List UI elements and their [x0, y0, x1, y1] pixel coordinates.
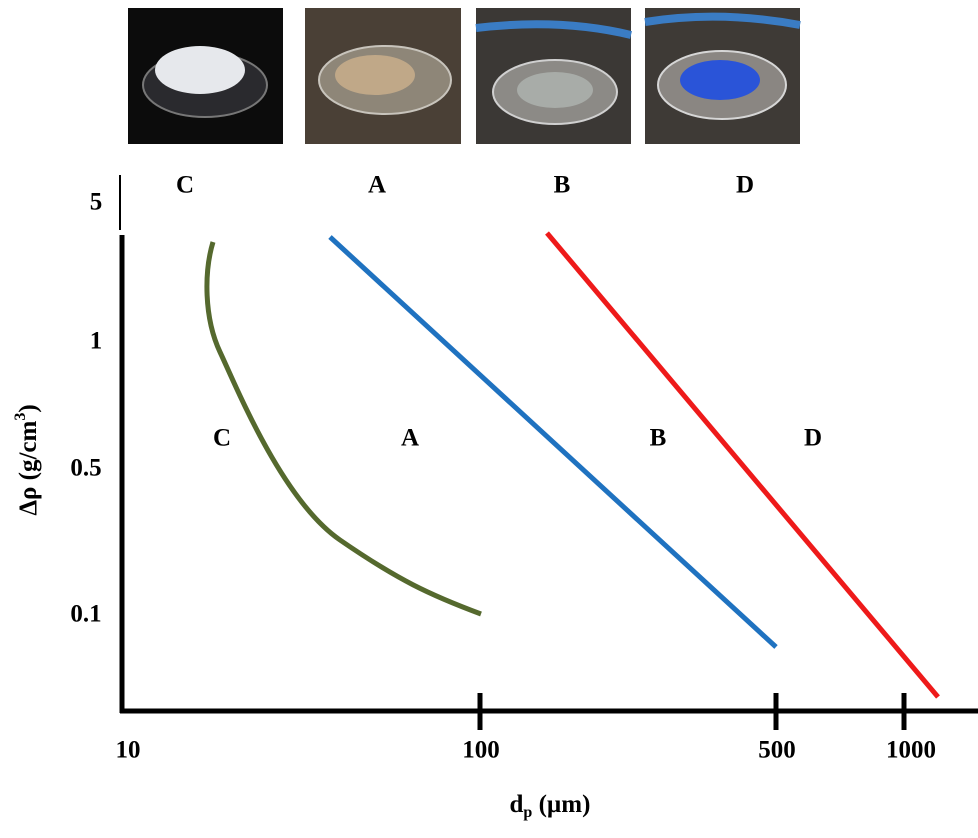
y-axis-title-end: )	[15, 404, 42, 412]
photo	[476, 8, 631, 144]
photo	[305, 8, 461, 144]
y-axis-title: Δρ (g/cm3)	[12, 404, 42, 515]
y-tick-label: 0.1	[70, 601, 101, 628]
y-axis-title-sup: 3	[12, 413, 29, 421]
boundary-bd	[547, 233, 938, 697]
y-tick-label: 5	[90, 189, 103, 216]
x-axis-title-sub: p	[523, 804, 532, 821]
x-tick-label: 10	[116, 737, 141, 764]
photo	[128, 8, 283, 144]
region-label: D	[804, 425, 822, 452]
x-axis-title-main: d	[510, 791, 524, 818]
boundary-ab	[330, 237, 776, 647]
y-tick-label: 0.5	[70, 455, 101, 482]
x-axis-title: dp (µm)	[510, 791, 591, 821]
region-label: B	[650, 425, 667, 452]
group-label: D	[736, 172, 754, 199]
region-label: C	[213, 425, 231, 452]
region-label: A	[401, 425, 419, 452]
diagram: C A B D C A B D 5 1 0.5 0.1 10 100 500 1…	[0, 0, 978, 838]
group-label: C	[176, 172, 194, 199]
photo	[645, 8, 800, 144]
boundary-ca	[207, 242, 481, 614]
y-tick-label: 1	[90, 328, 103, 355]
x-tick-label: 500	[758, 737, 796, 764]
group-label: A	[368, 172, 386, 199]
y-axis-title-main: Δρ (g/cm	[15, 420, 42, 515]
group-label: B	[554, 172, 571, 199]
x-axis-title-end: (µm)	[532, 791, 590, 818]
x-tick-label: 1000	[886, 737, 936, 764]
x-tick-label: 100	[462, 737, 500, 764]
